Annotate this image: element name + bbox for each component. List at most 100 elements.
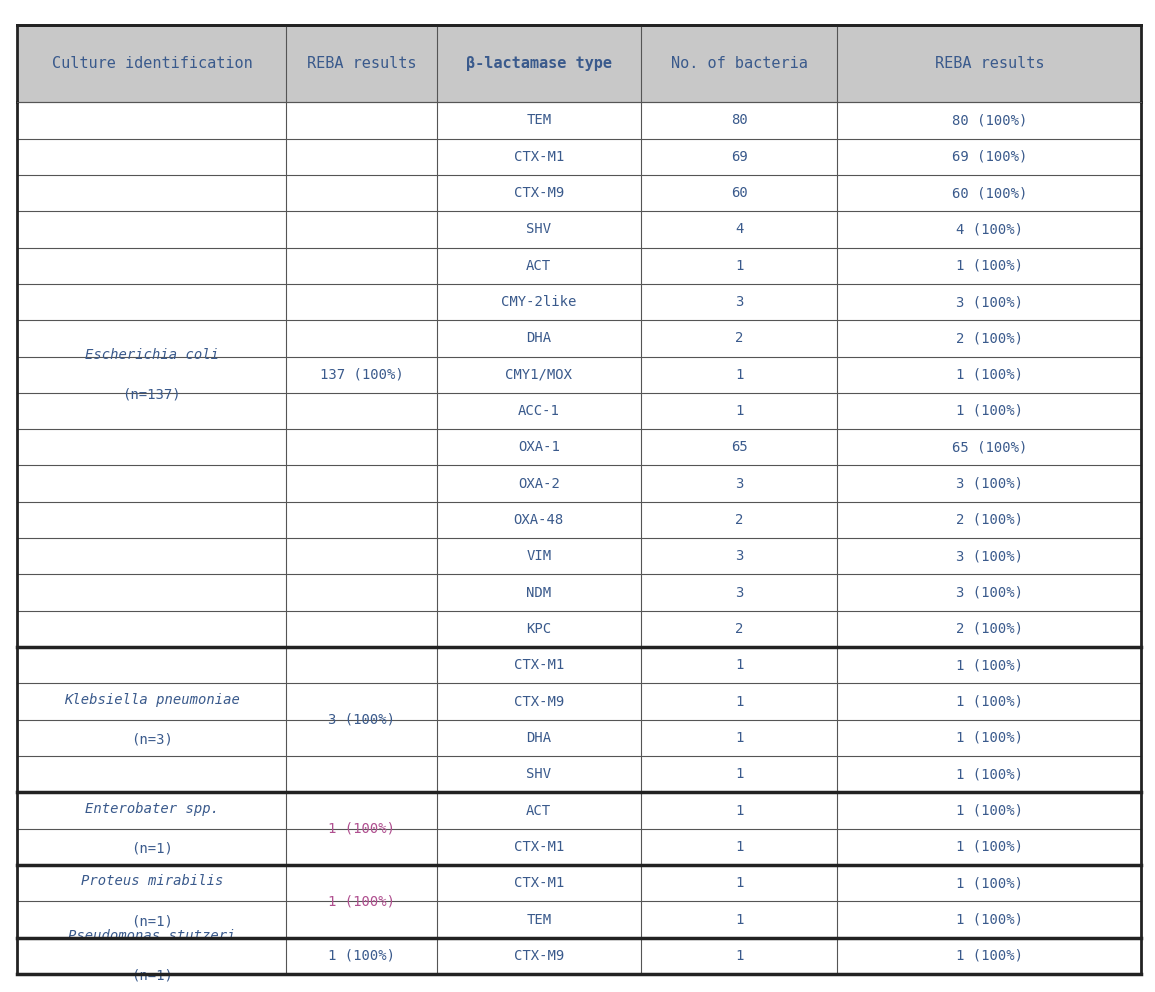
Text: 1 (100%): 1 (100%) (955, 259, 1023, 273)
Text: 60: 60 (731, 186, 747, 200)
Text: 3: 3 (735, 295, 744, 309)
Text: 3: 3 (735, 477, 744, 491)
Text: 1 (100%): 1 (100%) (955, 659, 1023, 673)
Text: 1: 1 (735, 731, 744, 745)
Text: (n=1): (n=1) (131, 915, 173, 929)
Text: DHA: DHA (527, 331, 551, 345)
Text: NDM: NDM (527, 585, 551, 599)
Text: REBA results: REBA results (934, 56, 1044, 71)
Bar (17, 902, 1141, 937)
Text: 1 (100%): 1 (100%) (955, 731, 1023, 745)
Text: CTX-M1: CTX-M1 (514, 876, 564, 890)
Bar (17, 756, 1141, 793)
Text: 1 (100%): 1 (100%) (955, 913, 1023, 927)
Text: 65: 65 (731, 440, 747, 454)
Text: 3: 3 (735, 585, 744, 599)
Text: CMY1/MOX: CMY1/MOX (505, 368, 573, 382)
Text: No. of bacteria: No. of bacteria (671, 56, 807, 71)
Bar (17, 320, 1141, 356)
Text: 1: 1 (735, 876, 744, 890)
Text: CTX-M1: CTX-M1 (514, 150, 564, 164)
Text: 60 (100%): 60 (100%) (952, 186, 1027, 200)
Bar (17, 502, 1141, 539)
Text: CTX-M1: CTX-M1 (514, 840, 564, 854)
Text: 2: 2 (735, 513, 744, 527)
Text: CTX-M9: CTX-M9 (514, 949, 564, 963)
Bar (17, 248, 1141, 284)
Text: CTX-M9: CTX-M9 (514, 186, 564, 200)
Text: 1 (100%): 1 (100%) (955, 368, 1023, 382)
Bar (17, 430, 1141, 465)
Text: 2 (100%): 2 (100%) (955, 622, 1023, 636)
Text: Culture identification: Culture identification (52, 56, 252, 71)
Text: 1: 1 (735, 768, 744, 782)
Bar (17, 647, 1141, 683)
Text: 2 (100%): 2 (100%) (955, 513, 1023, 527)
Text: 1 (100%): 1 (100%) (955, 404, 1023, 418)
Bar (17, 175, 1141, 211)
Text: (n=137): (n=137) (122, 388, 181, 402)
Text: CTX-M1: CTX-M1 (514, 659, 564, 673)
Text: 3 (100%): 3 (100%) (955, 550, 1023, 563)
Text: DHA: DHA (527, 731, 551, 745)
Text: 3 (100%): 3 (100%) (955, 585, 1023, 599)
Text: 2: 2 (735, 622, 744, 636)
Text: 1: 1 (735, 949, 744, 963)
Text: Proteus mirabilis: Proteus mirabilis (81, 875, 223, 889)
Text: 3 (100%): 3 (100%) (328, 713, 395, 727)
Text: 80: 80 (731, 113, 747, 127)
Text: β-lactamase type: β-lactamase type (465, 56, 612, 71)
Text: 69 (100%): 69 (100%) (952, 150, 1027, 164)
Text: 3 (100%): 3 (100%) (955, 295, 1023, 309)
Text: 1 (100%): 1 (100%) (955, 949, 1023, 963)
Bar (17, 829, 1141, 865)
Text: TEM: TEM (527, 113, 551, 127)
Text: 80 (100%): 80 (100%) (952, 113, 1027, 127)
Bar (17, 465, 1141, 502)
Text: KPC: KPC (527, 622, 551, 636)
Text: 4: 4 (735, 222, 744, 236)
Bar (17, 539, 1141, 574)
Text: Klebsiella pneumoniae: Klebsiella pneumoniae (64, 692, 240, 707)
Text: (n=3): (n=3) (131, 733, 173, 747)
Text: TEM: TEM (527, 913, 551, 927)
Bar (17, 611, 1141, 647)
Text: 1 (100%): 1 (100%) (955, 694, 1023, 708)
Text: 1: 1 (735, 694, 744, 708)
Bar (17, 683, 1141, 720)
Text: SHV: SHV (527, 222, 551, 236)
Text: VIM: VIM (527, 550, 551, 563)
Text: 3: 3 (735, 550, 744, 563)
Text: 1: 1 (735, 840, 744, 854)
Text: OXA-48: OXA-48 (514, 513, 564, 527)
Text: 1 (100%): 1 (100%) (955, 840, 1023, 854)
Bar (17, 720, 1141, 756)
Bar (17, 356, 1141, 393)
Bar (17, 102, 1141, 139)
Text: CTX-M9: CTX-M9 (514, 694, 564, 708)
Text: 65 (100%): 65 (100%) (952, 440, 1027, 454)
Text: 1 (100%): 1 (100%) (955, 876, 1023, 890)
Text: 1: 1 (735, 404, 744, 418)
Bar (17, 211, 1141, 248)
Text: 2: 2 (735, 331, 744, 345)
Bar (17, 139, 1141, 175)
Text: 1: 1 (735, 804, 744, 817)
Text: 1: 1 (735, 368, 744, 382)
Text: Enterobater spp.: Enterobater spp. (84, 802, 219, 815)
Text: 1 (100%): 1 (100%) (955, 768, 1023, 782)
Bar (17, 937, 1141, 974)
Text: (n=1): (n=1) (131, 969, 173, 983)
Bar (17, 393, 1141, 430)
Bar (17, 284, 1141, 320)
Text: CMY-2like: CMY-2like (501, 295, 576, 309)
Text: Pseudomonas stutzeri: Pseudomonas stutzeri (68, 929, 236, 943)
Text: ACC-1: ACC-1 (517, 404, 560, 418)
Bar (17, 793, 1141, 829)
Text: 1 (100%): 1 (100%) (328, 821, 395, 836)
Text: 3 (100%): 3 (100%) (955, 477, 1023, 491)
Text: 1 (100%): 1 (100%) (955, 804, 1023, 817)
Text: REBA results: REBA results (307, 56, 416, 71)
Bar (17, 865, 1141, 902)
Bar (17, 574, 1141, 611)
